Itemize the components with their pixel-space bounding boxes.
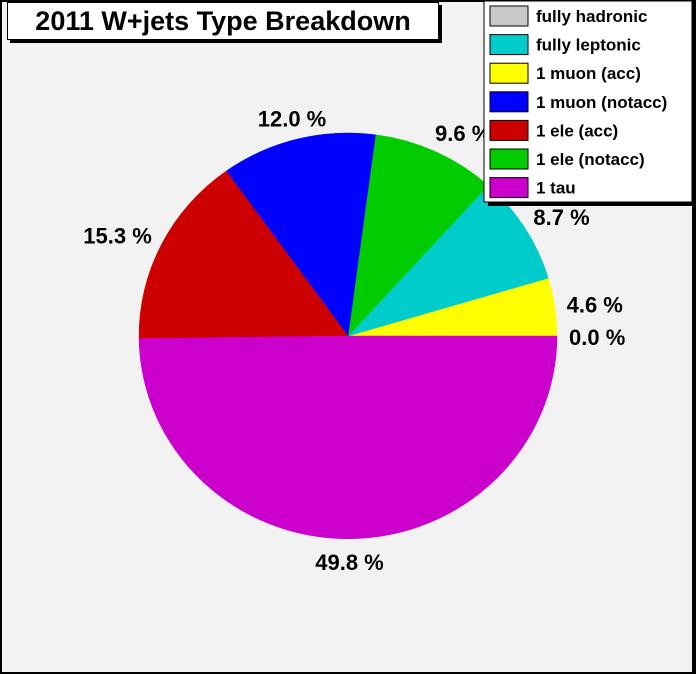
- legend-swatch: [489, 177, 529, 199]
- slice-value-label: 8.7 %: [533, 205, 589, 230]
- slice-value-label: 0.0 %: [569, 325, 625, 350]
- legend-label: 1 ele (acc): [536, 121, 618, 140]
- legend: fully hadronic fully leptonic 1 muon (acc)…: [483, 0, 696, 206]
- slice-value-label: 12.0 %: [258, 107, 327, 132]
- pie-slices: [138, 132, 558, 539]
- legend-label: 1 ele (notacc): [536, 150, 645, 169]
- slice-value-label: 49.8 %: [315, 550, 384, 575]
- legend-label: fully leptonic: [536, 36, 641, 55]
- legend-swatch: [489, 5, 529, 27]
- pie-slice-1-tau: [138, 335, 558, 539]
- legend-swatch: [489, 91, 529, 113]
- legend-swatch: [489, 34, 529, 56]
- legend-label: fully hadronic: [536, 7, 647, 26]
- legend-label: 1 tau: [536, 179, 576, 198]
- chart-title: 2011 W+jets Type Breakdown: [7, 2, 439, 40]
- slice-value-label: 4.6 %: [567, 293, 623, 318]
- legend-entries: fully hadronic fully leptonic 1 muon (acc)…: [489, 5, 667, 199]
- legend-label: 1 muon (notacc): [536, 93, 667, 112]
- canvas-frame-shadow: [692, 2, 696, 674]
- legend-label: 1 muon (acc): [536, 64, 641, 83]
- legend-swatch: [489, 148, 529, 170]
- pie-slice-1-ele-acc-: [138, 170, 349, 339]
- pie-slice-labels: 0.0 % 4.6 % 8.7 % 9.6 % 12.0 % 15.3 % 49.8 %: [83, 107, 625, 575]
- legend-swatch: [489, 119, 529, 141]
- slice-value-label: 9.6 %: [435, 121, 491, 146]
- slice-value-label: 15.3 %: [83, 224, 152, 249]
- legend-swatch: [489, 62, 529, 84]
- pie-slice-1-muon-notacc-: [225, 132, 376, 337]
